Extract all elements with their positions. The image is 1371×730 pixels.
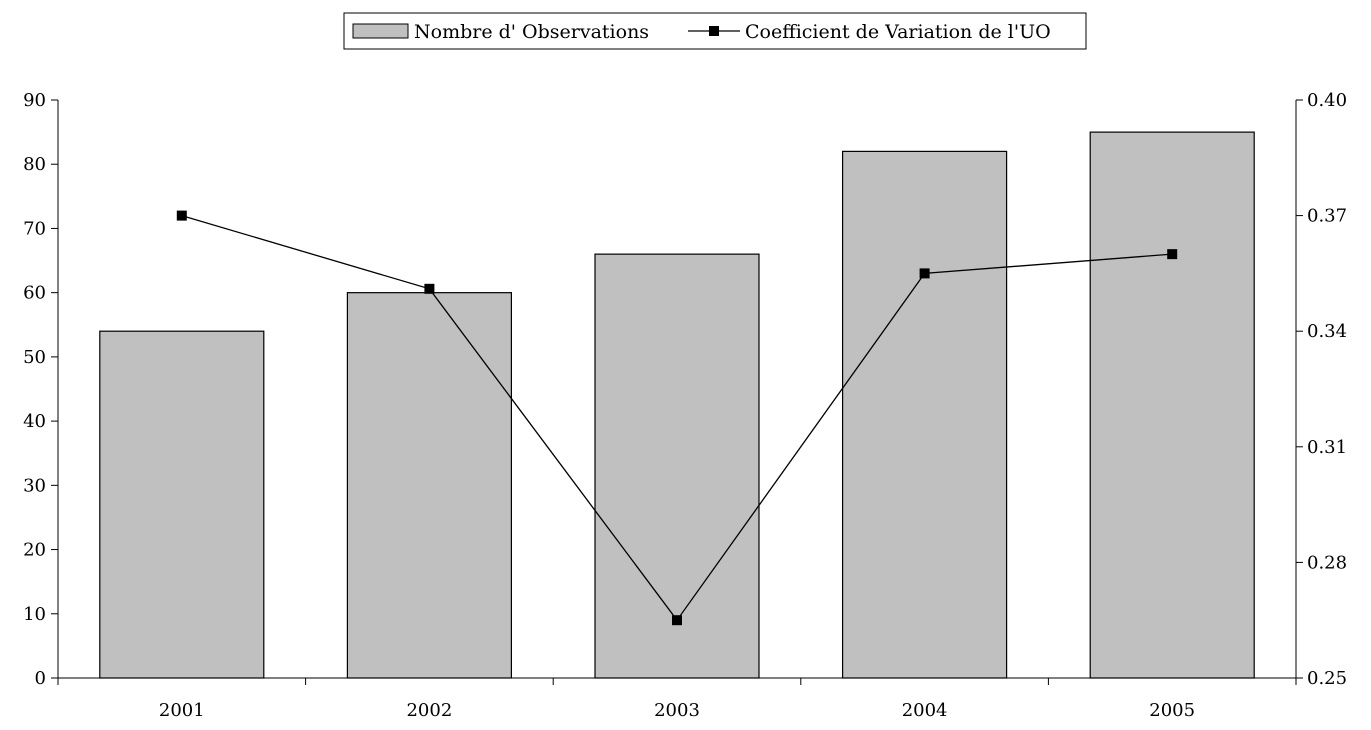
- legend-label-line: Coefficient de Variation de l'UO: [745, 21, 1051, 43]
- x-tick-label: 2003: [654, 700, 700, 721]
- point-2002: [424, 283, 435, 294]
- y-left-tick-label: 20: [23, 540, 46, 561]
- y-right-tick-label: 0.31: [1307, 437, 1347, 458]
- bar-2003: [594, 253, 760, 679]
- legend-label-bar: Nombre d' Observations: [414, 21, 649, 43]
- axes: 0 10 20 30 40 50 60 70 80 90 0.25 0.28 0.31 0.34 0.37 0…: [23, 90, 1347, 721]
- x-tick-label: 2002: [406, 700, 452, 721]
- x-tick-label: 2001: [159, 700, 205, 721]
- y-left-tick-label: 40: [23, 411, 46, 432]
- legend-swatch-bar: [352, 23, 409, 39]
- bar-2002: [346, 292, 512, 679]
- y-left-tick-label: 0: [35, 668, 46, 689]
- line-series: [176, 210, 1178, 626]
- y-right-tick-label: 0.37: [1307, 206, 1347, 227]
- bars: [99, 131, 1255, 679]
- point-2005: [1167, 249, 1178, 260]
- y-left-tick-label: 10: [23, 604, 46, 625]
- bar-2005: [1089, 131, 1255, 679]
- y-right-tick-label: 0.28: [1307, 552, 1347, 573]
- x-tick-label: 2005: [1149, 700, 1195, 721]
- y-left-tick-label: 50: [23, 347, 46, 368]
- point-2004: [919, 268, 930, 279]
- y-left-tick-label: 70: [23, 218, 46, 239]
- legend: Nombre d' Observations Coefficient de Va…: [343, 12, 1087, 50]
- y-right-tick-label: 0.34: [1307, 321, 1347, 342]
- y-right-tick-label: 0.25: [1307, 668, 1347, 689]
- point-2001: [176, 210, 187, 221]
- bar-2004: [841, 150, 1008, 679]
- y-left-tick-label: 90: [23, 90, 46, 111]
- y-right-tick-label: 0.40: [1307, 90, 1347, 111]
- y-left-tick-label: 30: [23, 475, 46, 496]
- y-left-tick-label: 60: [23, 283, 46, 304]
- legend-swatch-marker: [709, 26, 719, 36]
- x-tick-label: 2004: [902, 700, 948, 721]
- y-left-tick-label: 80: [23, 154, 46, 175]
- bar-2001: [99, 330, 265, 679]
- point-2003: [672, 615, 682, 626]
